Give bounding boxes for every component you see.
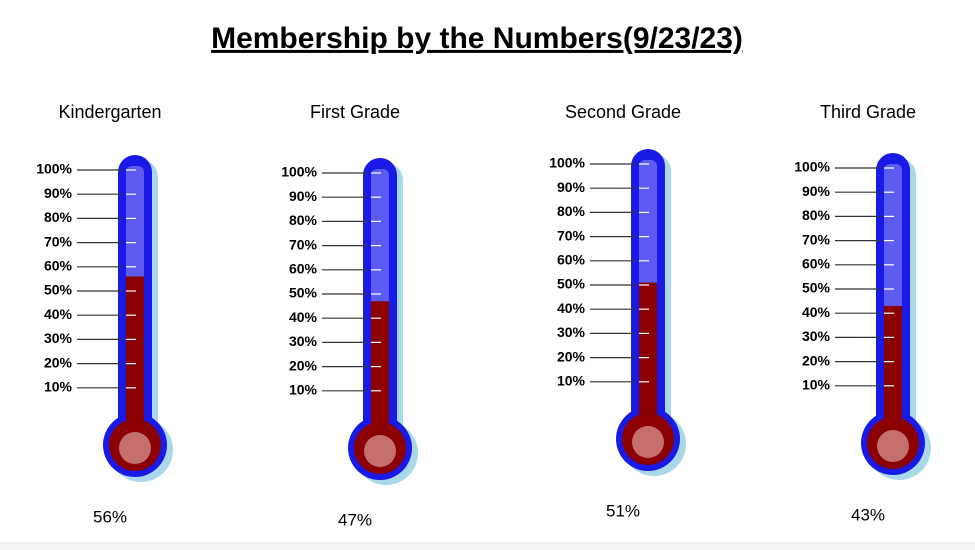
value-label: 51%: [606, 501, 640, 520]
y-tick-label: 10%: [289, 382, 318, 398]
mercury: [126, 276, 144, 440]
y-tick-label: 90%: [289, 188, 318, 204]
y-tick-label: 50%: [802, 280, 831, 296]
panel-title: Kindergarten: [58, 102, 161, 122]
mercury: [884, 305, 902, 438]
y-tick-label: 60%: [44, 258, 73, 274]
thermometer: Kindergarten 10% 20% 30% 40% 50% 60% 70% 80% 90% 1…: [36, 102, 173, 526]
y-tick-label: 30%: [289, 333, 318, 349]
value-label: 47%: [338, 510, 372, 529]
y-tick-label: 80%: [557, 203, 586, 219]
y-tick-label: 10%: [557, 373, 586, 389]
y-tick-label: 20%: [289, 357, 318, 373]
y-tick-label: 90%: [802, 183, 831, 199]
y-tick-label: 20%: [557, 348, 586, 364]
y-tick-label: 50%: [44, 282, 73, 298]
y-tick-label: 10%: [802, 377, 831, 393]
slide-title: Membership by the Numbers(9/23/23): [211, 22, 743, 55]
bulb-highlight: [877, 430, 909, 462]
y-tick-label: 60%: [557, 252, 586, 268]
y-tick-label: 10%: [44, 379, 73, 395]
y-tick-label: 100%: [36, 161, 72, 177]
y-tick-label: 90%: [44, 185, 73, 201]
y-tick-label: 40%: [44, 306, 73, 322]
bulb-highlight: [364, 435, 396, 467]
bottom-bar: [0, 542, 975, 550]
y-tick-label: 80%: [44, 209, 73, 225]
y-tick-label: 100%: [794, 159, 830, 175]
y-tick-label: 60%: [802, 256, 831, 272]
y-tick-label: 40%: [289, 309, 318, 325]
y-tick-label: 70%: [289, 236, 318, 252]
bulb-highlight: [119, 432, 151, 464]
y-tick-label: 30%: [557, 324, 586, 340]
y-tick-label: 30%: [802, 328, 831, 344]
y-tick-label: 30%: [44, 330, 73, 346]
y-tick-label: 20%: [44, 354, 73, 370]
y-tick-label: 40%: [557, 300, 586, 316]
y-tick-label: 100%: [281, 164, 317, 180]
value-label: 43%: [851, 505, 885, 524]
y-tick-label: 40%: [802, 304, 831, 320]
y-tick-label: 20%: [802, 352, 831, 368]
y-tick-label: 60%: [289, 261, 318, 277]
y-tick-label: 70%: [44, 233, 73, 249]
value-label: 56%: [93, 507, 127, 526]
y-tick-label: 50%: [557, 276, 586, 292]
thermometer: Second Grade 10% 20% 30% 40% 50% 60% 70% 80% 90% 1…: [549, 102, 686, 520]
mercury: [639, 282, 657, 434]
thermometer: First Grade 10% 20% 30% 40% 50% 60% 70% 80% 90% 10…: [281, 102, 418, 529]
y-tick-label: 50%: [289, 285, 318, 301]
y-tick-label: 90%: [557, 179, 586, 195]
panel-title: Second Grade: [565, 102, 681, 122]
y-tick-label: 70%: [557, 227, 586, 243]
y-tick-label: 70%: [802, 231, 831, 247]
y-tick-label: 80%: [802, 207, 831, 223]
panel-title: First Grade: [310, 102, 400, 122]
thermometer: Third Grade 10% 20% 30% 40% 50% 60% 70% 80% 90% 10…: [794, 102, 931, 524]
mercury: [371, 301, 389, 443]
bulb-highlight: [632, 426, 664, 458]
panel-title: Third Grade: [820, 102, 916, 122]
y-tick-label: 80%: [289, 212, 318, 228]
y-tick-label: 100%: [549, 155, 585, 171]
